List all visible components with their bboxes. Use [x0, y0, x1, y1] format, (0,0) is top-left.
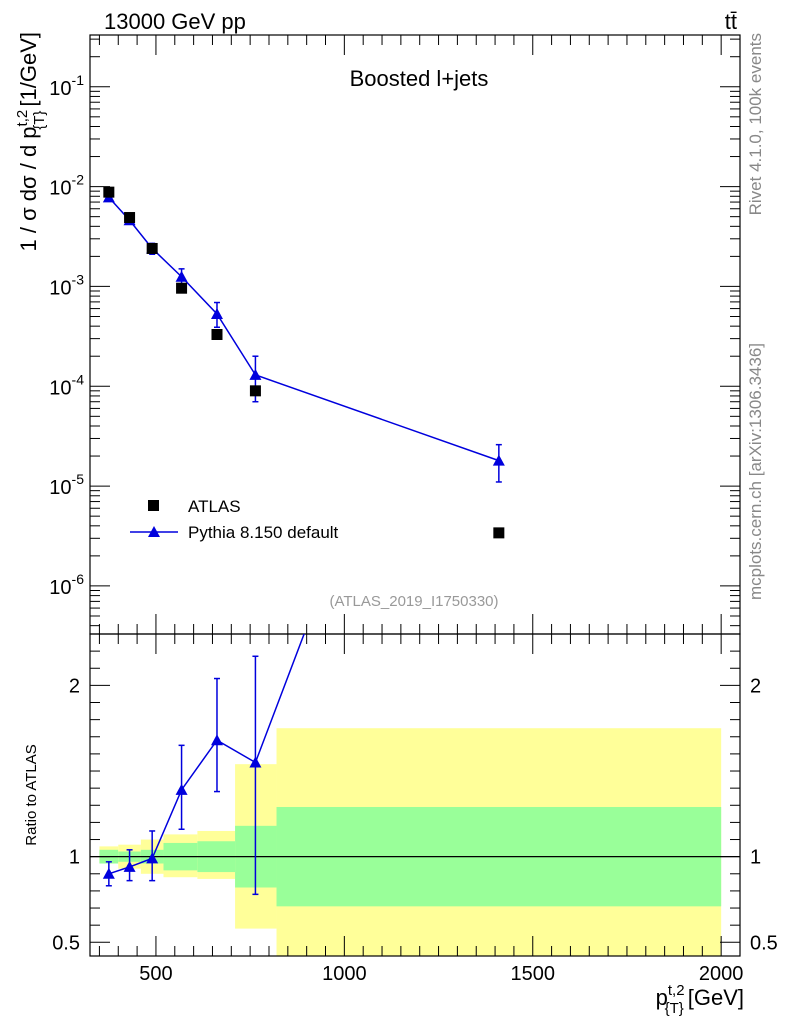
main-mc-point [210, 307, 223, 319]
legend: ATLAS Pythia 8.150 default [130, 497, 339, 542]
main-y-tick-label: 10-6 [49, 571, 84, 599]
ratio-uncertainty-bands [99, 728, 722, 956]
x-tick-label: 2000 [699, 963, 744, 985]
ratio-y-tick-label-left: 2 [69, 675, 80, 697]
chart-title: Boosted l+jets [350, 66, 489, 91]
main-data-point [146, 242, 158, 254]
x-title-unit: [GeV] [688, 985, 744, 1010]
x-axis-title: pt,2 {T} [GeV] [656, 982, 744, 1017]
main-mc-point [492, 454, 505, 466]
main-y-tick-label-exp: -5 [72, 471, 85, 487]
energy-label: 13000 GeV pp [104, 9, 246, 34]
main-y-tick-label-exp: -4 [72, 371, 85, 387]
ratio-y-tick-label-right: 2 [750, 675, 761, 697]
ratio-y-tick-label-right: 0.5 [750, 932, 778, 954]
main-data-point [493, 527, 505, 539]
main-mc-line [108, 196, 500, 462]
main-panel-frame [89, 34, 741, 635]
y-title-unit: [1/GeV] [16, 32, 41, 107]
ratio-tick-labels: 0.5 0.5 1 1 2 2 500 1000 1500 2000 [52, 675, 778, 985]
main-y-tick-label: 10-5 [49, 471, 84, 499]
main-axis-ticks [90, 35, 740, 634]
main-mc-series [102, 191, 505, 483]
legend-mc-label: Pythia 8.150 default [188, 523, 339, 542]
main-y-tick-labels: 10-6 10-5 10-4 10-3 10-2 10-1 [49, 72, 84, 599]
main-y-tick-label-exp: -6 [72, 571, 85, 587]
main-data-point [176, 282, 188, 294]
ratio-mc-point [210, 734, 223, 746]
main-data-point [103, 186, 115, 198]
main-y-tick-label: 10-2 [49, 172, 84, 200]
main-y-tick-label: 10-4 [49, 371, 84, 399]
main-y-tick-label-exp: -3 [72, 271, 85, 287]
ratio-y-axis-title: Ratio to ATLAS [23, 744, 40, 845]
main-data-point [249, 385, 261, 397]
main-data-point [211, 329, 223, 340]
ratio-mc-point [123, 860, 136, 872]
mcplots-label: mcplots.cern.ch [arXiv:1306.3436] [746, 343, 765, 600]
process-label: tt̄ [725, 9, 737, 34]
main-mc-point [249, 368, 262, 380]
ratio-mc-point [102, 867, 115, 879]
main-data-point [124, 212, 136, 224]
y-title-sup: t,2 [14, 110, 31, 127]
x-title-sub: {T} [665, 1000, 684, 1017]
legend-mc-marker [148, 526, 160, 537]
ratio-mc-point [493, 114, 505, 125]
main-data-series [103, 186, 505, 539]
main-y-tick-label-exp: -2 [72, 172, 85, 188]
ratio-y-title-text: Ratio to ATLAS [23, 744, 40, 845]
x-tick-label: 500 [139, 963, 172, 985]
main-y-tick-label-exp: -1 [72, 72, 85, 88]
ratio-mc-point [146, 852, 159, 864]
main-y-tick-label: 10-1 [49, 72, 84, 100]
ratio-panel-frame [89, 633, 741, 957]
rivet-label: Rivet 4.1.0, 100k events [746, 33, 765, 215]
main-mc-point [175, 270, 188, 282]
ratio-y-tick-label-left: 0.5 [52, 932, 80, 954]
ratio-mc-point [249, 756, 262, 768]
legend-atlas-marker [148, 500, 159, 511]
y-title-sub: {T} [31, 111, 48, 130]
x-tick-label: 1500 [511, 963, 556, 985]
x-title-sup: t,2 [668, 982, 685, 999]
analysis-id: (ATLAS_2019_I1750330) [329, 593, 498, 610]
ratio-y-tick-label-left: 1 [69, 847, 80, 869]
ratio-y-tick-label-right: 1 [750, 847, 761, 869]
main-y-tick-label: 10-3 [49, 271, 84, 299]
legend-atlas-label: ATLAS [188, 497, 241, 516]
ratio-mc-point [175, 783, 188, 795]
main-y-axis-title: 1 / σ dσ / d pt,2{T}[1/GeV] [14, 32, 48, 251]
x-tick-label: 1000 [322, 963, 367, 985]
ratio-mc-series [102, 114, 505, 896]
